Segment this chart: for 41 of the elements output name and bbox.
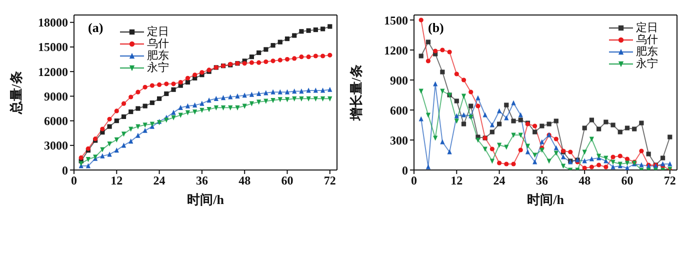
legend-label: 定日	[636, 22, 658, 34]
x-tick-label: 12	[450, 174, 463, 188]
x-tick-label: 0	[71, 174, 77, 188]
x-tick-label: 12	[110, 174, 123, 188]
y-axis-title: 总量/条	[8, 71, 24, 115]
y-tick-label: 15000	[38, 40, 68, 54]
legend-label: 定日	[147, 26, 169, 38]
y-tick-label: 900	[390, 73, 408, 88]
x-tick-label: 24	[153, 174, 166, 188]
x-tick-label: 72	[324, 174, 336, 188]
annotation: (b)	[428, 20, 444, 36]
y-tick-label: 12000	[38, 64, 68, 79]
legend-label: 乌什	[147, 38, 169, 50]
x-tick-label: 48	[238, 174, 251, 188]
x-tick-label: 36	[536, 174, 548, 188]
y-tick-label: 9000	[44, 89, 68, 104]
y-axis-title: 增长量/条	[348, 64, 364, 122]
y-tick-label: 3000	[44, 138, 68, 153]
y-tick-label: 0	[402, 163, 408, 178]
x-tick-label: 72	[664, 174, 676, 188]
x-tick-label: 0	[411, 174, 417, 188]
x-tick-label: 60	[621, 174, 634, 188]
legend-label: 乌什	[636, 34, 658, 46]
x-tick-label: 36	[196, 174, 208, 188]
legend-label: 肥东	[147, 50, 169, 62]
legend-label: 永宁	[147, 62, 169, 74]
y-tick-label: 6000	[44, 114, 68, 128]
x-tick-label: 60	[281, 174, 294, 188]
y-tick-label: 300	[390, 133, 408, 148]
x-axis-title: 时间/h	[527, 192, 565, 207]
y-tick-label: 600	[390, 103, 408, 118]
x-axis-title: 时间/h	[187, 192, 225, 207]
legend-label: 永宁	[636, 58, 658, 70]
y-tick-label: 1500	[384, 13, 408, 28]
x-tick-label: 24	[493, 174, 506, 188]
legend-label: 肥东	[636, 46, 658, 58]
annotation: (a)	[88, 20, 104, 36]
y-tick-label: 0	[62, 163, 68, 178]
y-tick-label: 1200	[384, 43, 408, 58]
x-tick-label: 48	[578, 174, 591, 188]
y-tick-label: 18000	[38, 16, 68, 30]
